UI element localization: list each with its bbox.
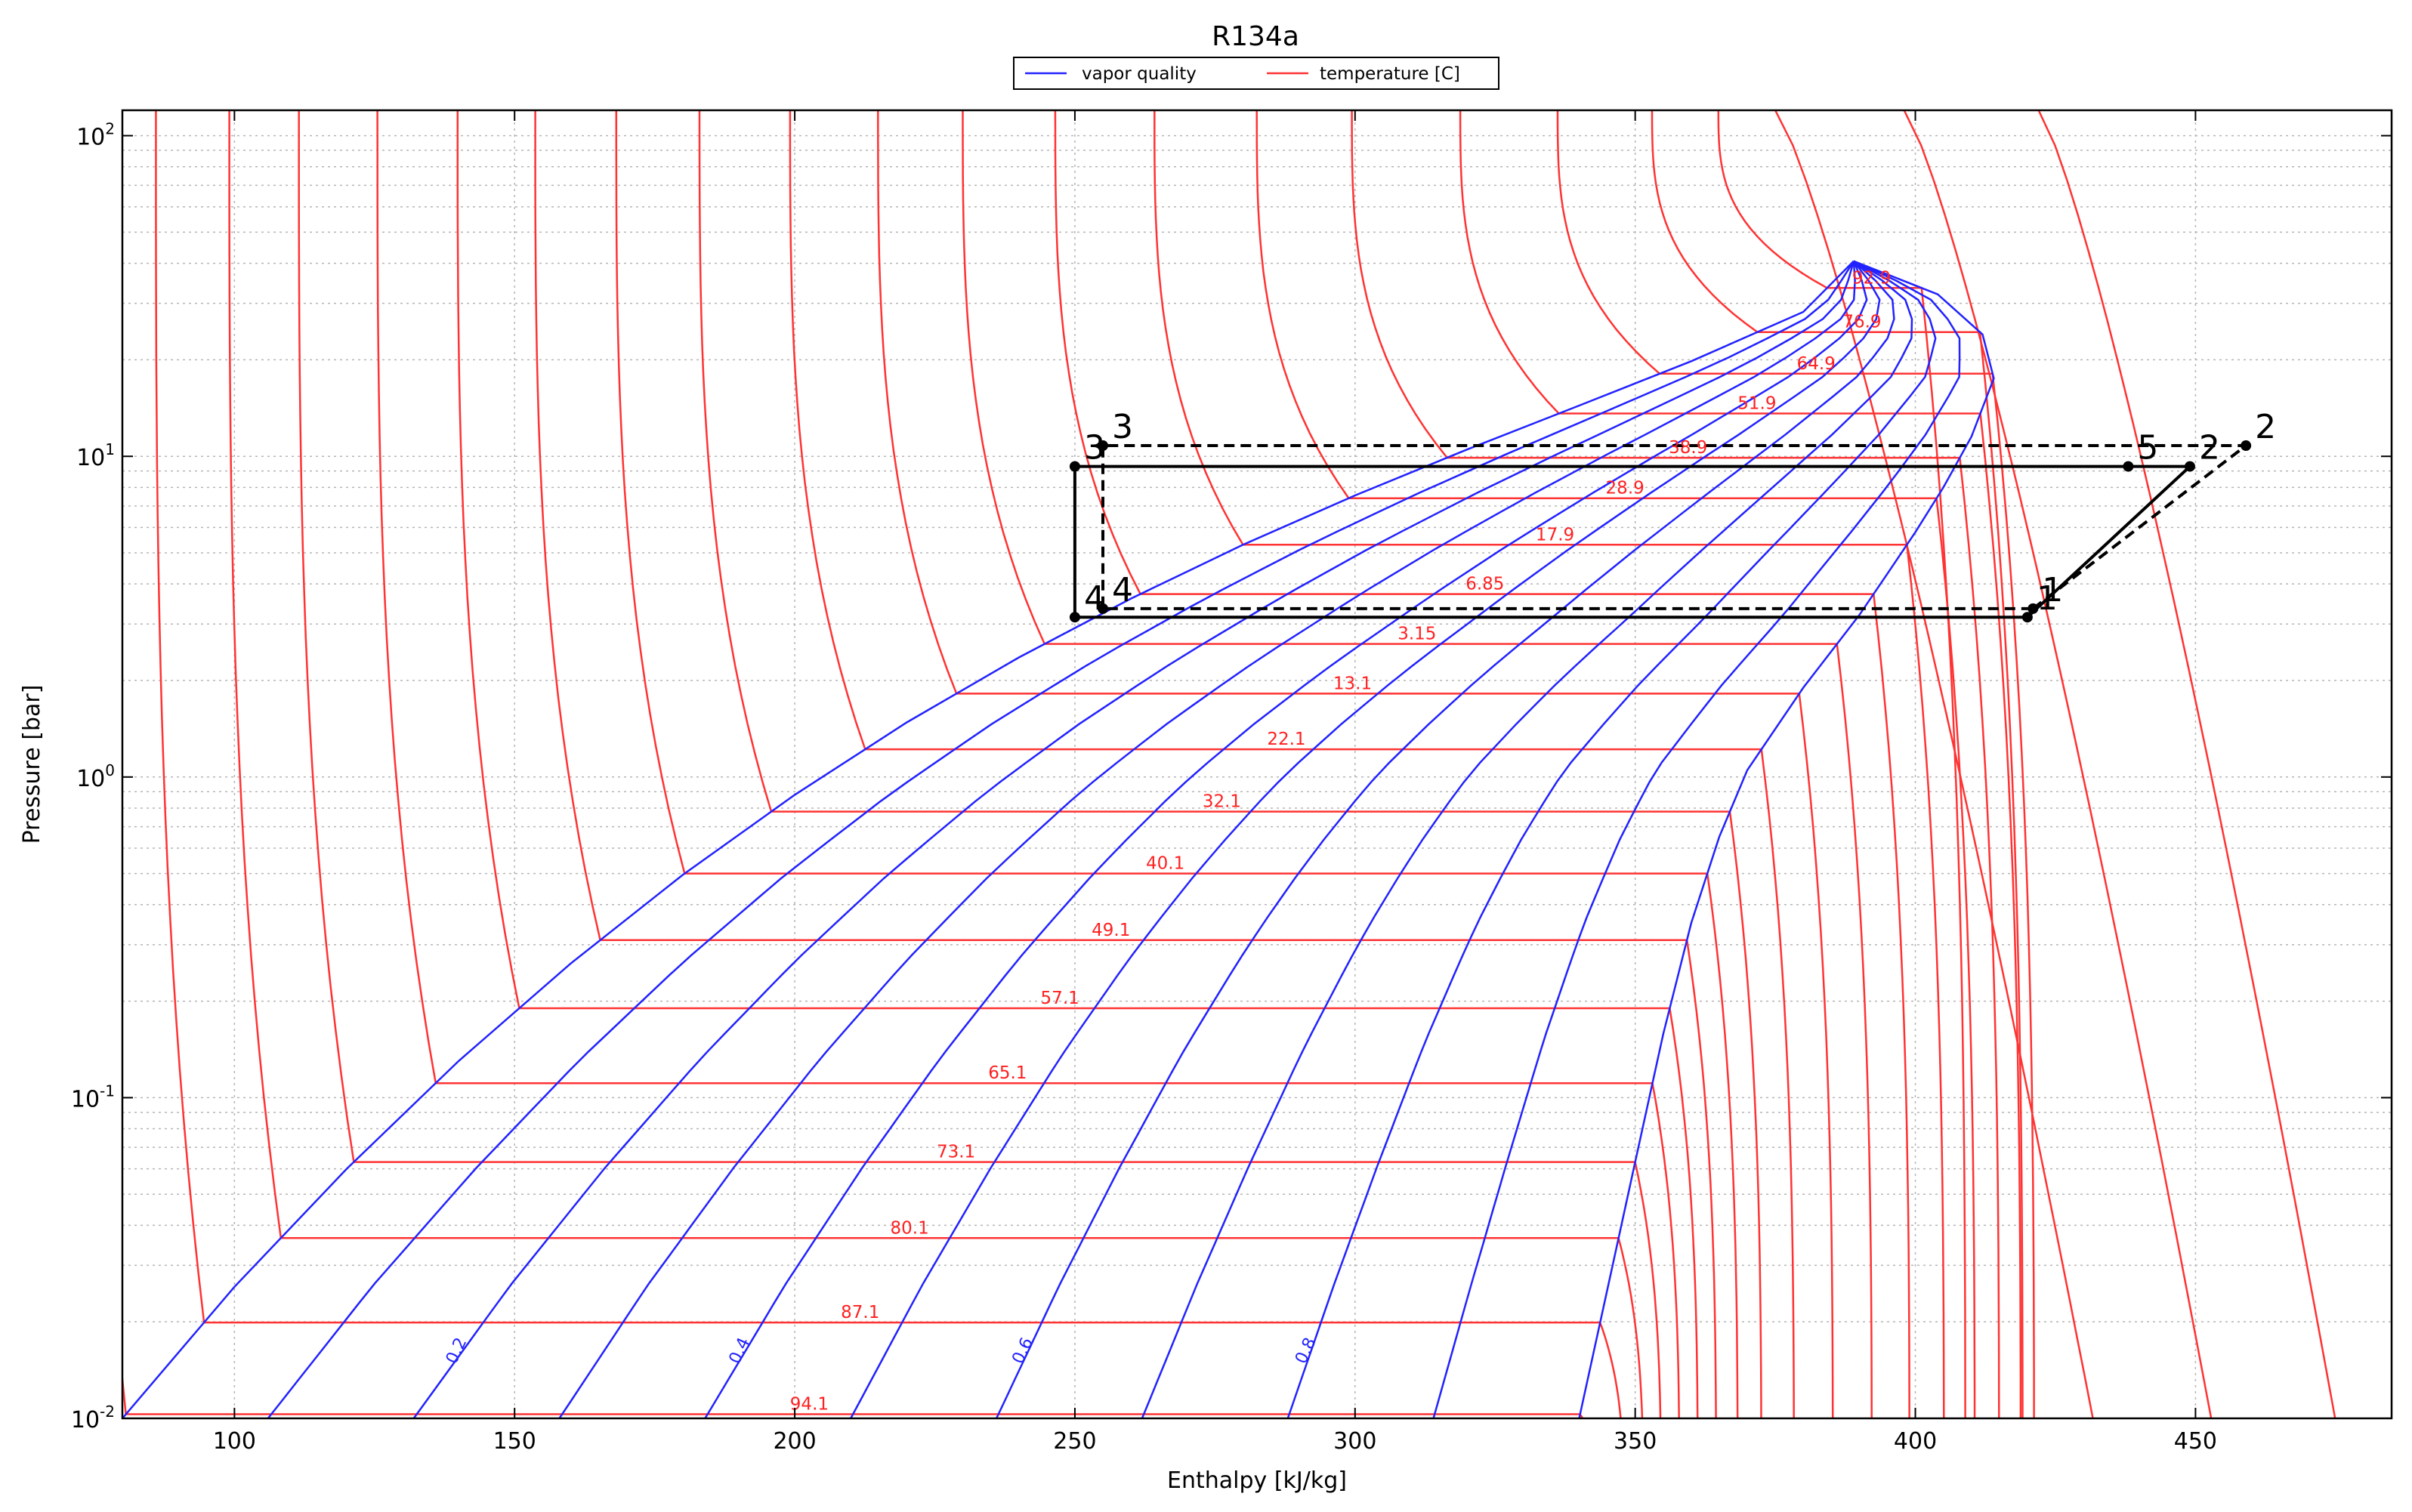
cycle-point-label: 3 <box>1084 429 1105 467</box>
cycle-point <box>2028 603 2039 614</box>
refrigeration-cycles <box>1069 440 2252 623</box>
isotherm-label: 40.1 <box>1146 854 1184 874</box>
isotherm-label: 51.9 <box>1737 394 1776 414</box>
grid <box>122 110 2392 1419</box>
saturated-liquid-line <box>122 260 1855 1418</box>
isotherm-line <box>1903 110 2213 1418</box>
cycle-path-measured <box>1073 464 2194 619</box>
vapor-quality-lines <box>267 260 1961 1418</box>
x-tick-label: 300 <box>1333 1428 1376 1455</box>
quality-line <box>412 261 1855 1418</box>
y-axis-title: Pressure [bar] <box>19 685 45 844</box>
legend-label-quality: vapor quality <box>1082 64 1197 84</box>
x-tick-label: 350 <box>1614 1428 1657 1455</box>
y-tick-label: 102 <box>76 120 115 151</box>
isotherm-label: 38.9 <box>1669 438 1707 458</box>
isotherm-label: 32.1 <box>1203 792 1241 812</box>
quality-line <box>558 261 1856 1418</box>
isotherm-labels: 94.1 87.1 80.1 73.1 65.1 57.1 49.1 40.1 32.1 22.1… <box>790 268 1891 1414</box>
x-axis-ticks: 100 150 200 250 300 350 400 450 <box>213 110 2217 1455</box>
cycle-point-label: 4 <box>1112 571 1133 609</box>
cycle-point-label: 2 <box>2199 429 2220 467</box>
y-tick-label: 100 <box>76 761 115 792</box>
cycle-point <box>1098 603 1109 614</box>
y-tick-label: 10-2 <box>71 1402 115 1433</box>
isotherm-label: 28.9 <box>1606 479 1645 498</box>
isotherm-line <box>2037 110 2336 1418</box>
legend: vapor quality temperature [C] <box>1013 57 1499 90</box>
cycle-point-labels: 1 2 5 3 4 1 2 3 4 <box>1084 408 2276 618</box>
quality-line <box>1141 260 1913 1418</box>
plot-frame <box>121 109 2393 1420</box>
quality-line <box>995 260 1895 1418</box>
quality-label: 0.4 <box>726 1335 754 1366</box>
isotherm-label: 94.1 <box>790 1395 829 1415</box>
isotherm-label: 3.15 <box>1397 625 1436 644</box>
isotherm-label: 22.1 <box>1267 730 1305 749</box>
isotherm-line <box>1774 110 2094 1418</box>
cycle-path-ideal <box>1101 444 2251 610</box>
y-tick-label: 101 <box>76 440 115 471</box>
cycle-point <box>2123 461 2134 472</box>
x-axis-title: Enthalpy [kJ/kg] <box>1167 1467 1347 1494</box>
isotherm-label: 17.9 <box>1536 525 1574 545</box>
cycle-point <box>2241 440 2252 452</box>
isotherm-label: 92.9 <box>1852 268 1891 288</box>
isotherm-label: 64.9 <box>1797 354 1836 374</box>
x-tick-label: 400 <box>1894 1428 1937 1455</box>
chart-title: R134a <box>1212 21 1299 52</box>
saturation-dome <box>122 260 1995 1418</box>
isotherm-label: 57.1 <box>1041 989 1079 1008</box>
cycle-point-label: 4 <box>1084 579 1105 618</box>
cycle-point <box>2021 612 2033 623</box>
saturated-vapor-line <box>1578 260 1995 1418</box>
cycle-point-label: 3 <box>1112 408 1133 446</box>
quality-line <box>850 261 1881 1418</box>
cycle-point <box>1069 612 1080 623</box>
cycle-point <box>1098 440 1109 452</box>
x-tick-label: 450 <box>2174 1428 2217 1455</box>
x-tick-label: 150 <box>493 1428 536 1455</box>
legend-box <box>1013 57 1499 90</box>
cycle-point-label: 2 <box>2255 408 2276 446</box>
isotherm-label: 6.85 <box>1465 575 1504 594</box>
cycle-point-label: 5 <box>2137 429 2158 467</box>
isotherm-label: 76.9 <box>1842 313 1881 332</box>
isotherm-label: 80.1 <box>891 1218 929 1238</box>
cycle-point <box>2184 461 2195 472</box>
isotherm-label: 49.1 <box>1092 921 1130 940</box>
y-tick-label: 10-1 <box>71 1082 115 1112</box>
cycle-point <box>1069 461 1080 472</box>
quality-label: 0.2 <box>443 1335 471 1366</box>
quality-line <box>1432 260 1961 1418</box>
y-axis-ticks: 10-2 10-1 100 101 102 <box>71 120 2392 1433</box>
isotherm-label: 13.1 <box>1333 674 1372 693</box>
isotherm-label: 87.1 <box>841 1303 879 1322</box>
cycle-point-label: 1 <box>2042 571 2063 609</box>
isotherm-label: 65.1 <box>988 1063 1027 1083</box>
quality-line <box>267 261 1855 1418</box>
x-tick-label: 100 <box>213 1428 256 1455</box>
isotherm-label: 73.1 <box>937 1143 975 1162</box>
x-tick-label: 200 <box>773 1428 816 1455</box>
legend-label-temperature: temperature [C] <box>1320 64 1460 84</box>
quality-line <box>704 261 1868 1418</box>
isotherm-line <box>1717 110 1966 1418</box>
x-tick-label: 250 <box>1053 1428 1096 1455</box>
quality-line <box>1286 260 1937 1418</box>
cycle-point-label: 1 <box>2037 579 2058 618</box>
